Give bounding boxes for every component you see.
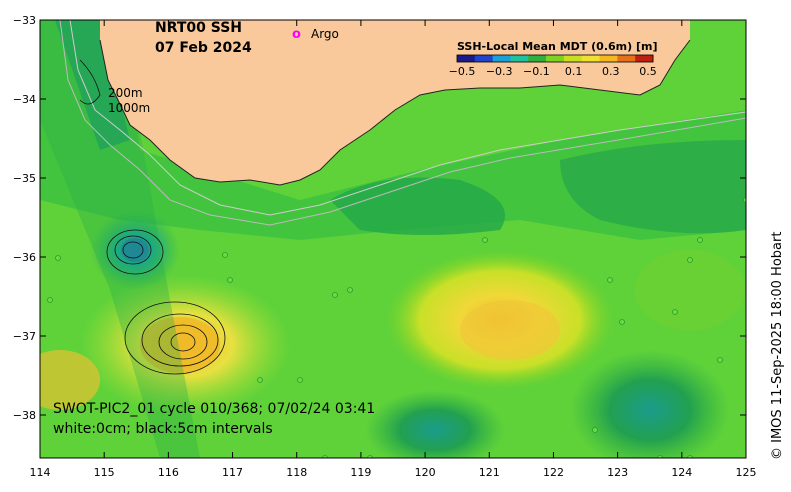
colorbar-swatch	[528, 55, 547, 62]
colorbar-frame	[456, 54, 654, 63]
x-tick-label: 121	[479, 466, 500, 479]
colorbar-tick-label: 0.3	[602, 65, 620, 78]
x-tick-label: 119	[350, 466, 371, 479]
colorbar-swatch	[546, 55, 565, 62]
colorbar-swatch	[563, 55, 583, 62]
y-tick-label: −36	[13, 251, 36, 264]
y-tick-label: −37	[13, 330, 36, 343]
y-tick-label: −34	[13, 93, 36, 106]
isobath-1000m	[59, 20, 746, 226]
warm-eddy-core	[460, 300, 560, 360]
colorbar-swatch	[492, 55, 511, 62]
x-tick-label: 120	[415, 466, 436, 479]
x-tick-label: 122	[543, 466, 564, 479]
map-frame	[39, 19, 747, 459]
x-tick-label: 124	[671, 466, 692, 479]
y-axis-labels: −33 −34 −35 −36 −37 −38	[13, 14, 36, 422]
colorbar-swatch	[635, 55, 654, 62]
cold-eddy-core	[121, 238, 149, 262]
axis-ticks	[39, 19, 747, 458]
colorbar	[456, 54, 654, 63]
x-tick-label: 123	[607, 466, 628, 479]
title-date: 07 Feb 2024	[155, 40, 252, 56]
x-tick-label: 115	[94, 466, 115, 479]
swath-info-line1: SWOT-PIC2_01 cycle 010/368; 07/02/24 03:…	[53, 401, 375, 417]
colorbar-swatch	[617, 55, 636, 62]
isobath-200m	[69, 20, 746, 216]
x-tick-label: 116	[158, 466, 179, 479]
colorbar-swatch	[457, 55, 476, 62]
colorbar-ticks: −0.5 −0.3 −0.1 0.1 0.3 0.5	[449, 65, 657, 78]
colorbar-tick-label: 0.5	[639, 65, 657, 78]
light-patch-east	[635, 250, 745, 330]
colorbar-title: SSH-Local Mean MDT (0.6m) [m]	[457, 40, 657, 53]
cold-patch-south	[365, 390, 505, 458]
contours-black	[79, 59, 226, 375]
x-tick-label: 114	[30, 466, 51, 479]
imos-credit: © IMOS 11-Sep-2025 18:00 Hobart	[770, 232, 785, 460]
x-tick-label: 118	[286, 466, 307, 479]
argo-legend-icon: o	[292, 27, 301, 42]
swot-swath	[40, 20, 200, 458]
y-tick-label: −33	[13, 14, 36, 27]
colorbar-swatch	[510, 55, 529, 62]
swath-north-patch	[55, 20, 130, 150]
argo-legend-label: Argo	[311, 27, 339, 41]
x-axis-labels: 114 115 116 117 118 119 120 121 122 123 124 125	[30, 466, 757, 479]
isobath-label-1000m: 1000m	[108, 101, 150, 115]
y-tick-label: −35	[13, 172, 36, 185]
colorbar-tick-label: 0.1	[565, 65, 583, 78]
title-product: NRT00 SSH	[155, 20, 242, 36]
swath-info-line2: white:0cm; black:5cm intervals	[53, 421, 273, 437]
x-tick-label: 117	[222, 466, 243, 479]
low-band-2	[560, 140, 746, 234]
isobath-label-200m: 200m	[108, 86, 143, 100]
colorbar-tick-label: −0.3	[486, 65, 513, 78]
coastline	[99, 39, 691, 186]
low-band-1	[330, 177, 505, 235]
colorbar-swatch	[474, 55, 494, 62]
colorbar-swatch	[581, 55, 601, 62]
argo-floats	[47, 197, 746, 458]
x-tick-label: 125	[736, 466, 757, 479]
warm-eddy-west-core	[140, 317, 220, 373]
colorbar-tick-label: −0.1	[523, 65, 550, 78]
warm-patch-sw	[40, 350, 100, 410]
y-tick-label: −38	[13, 409, 36, 422]
colorbar-tick-label: −0.5	[449, 65, 476, 78]
cold-patch-se	[570, 350, 730, 458]
colorbar-swatch	[599, 55, 618, 62]
